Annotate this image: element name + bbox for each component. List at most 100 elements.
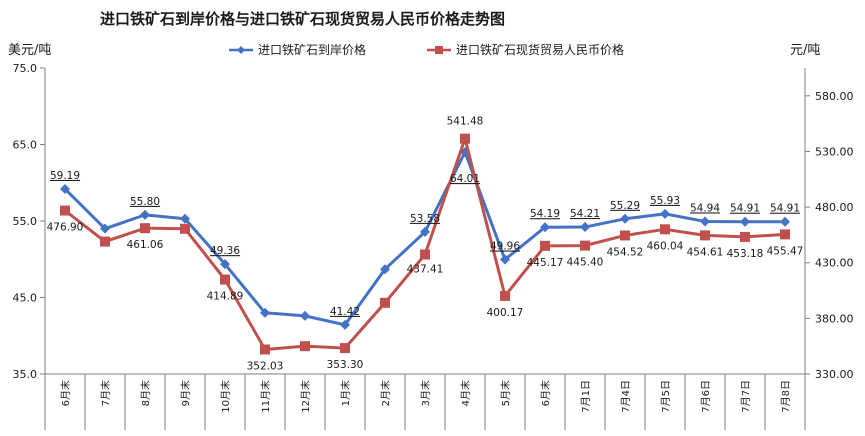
axes (44, 68, 806, 430)
data-label-cif: 41.42 (330, 306, 360, 318)
point-diamond (700, 216, 710, 227)
data-label-rmb: 476.90 (47, 222, 84, 234)
point-diamond (140, 209, 150, 220)
point-square (500, 290, 510, 301)
data-label-rmb: 455.47 (767, 245, 804, 257)
data-label-rmb: 461.06 (127, 239, 164, 251)
category-label: 2月末 (379, 380, 392, 406)
data-label-rmb: 400.17 (487, 307, 524, 319)
series-group (60, 133, 790, 355)
point-diamond (380, 264, 390, 275)
point-diamond (180, 213, 190, 224)
left-tick-label: 65.0 (13, 139, 38, 152)
data-label-rmb: 353.30 (327, 359, 364, 371)
data-label-rmb: 541.48 (447, 116, 484, 128)
data-label-cif: 54.21 (570, 208, 600, 220)
point-diamond (620, 213, 630, 224)
legend-marker-cif (237, 46, 245, 54)
chart-title: 进口铁矿石到岸价格与进口铁矿石现货贸易人民币价格走势图 (100, 10, 505, 28)
left-tick-label: 75.0 (13, 62, 38, 75)
right-tick-label: 330.00 (815, 368, 854, 381)
data-label-cif: 54.91 (730, 203, 760, 215)
data-label-cif: 54.19 (530, 208, 560, 220)
category-label: 3月末 (419, 380, 432, 406)
category-label: 7月7日 (740, 380, 752, 413)
data-label-rmb: 352.03 (247, 360, 284, 372)
category-label: 7月4日 (620, 380, 632, 413)
data-label-cif: 54.94 (690, 202, 720, 214)
right-tick-label: 480.00 (815, 201, 854, 214)
point-square (580, 240, 590, 251)
legend-label-rmb: 进口铁矿石现货贸易人民币价格 (456, 42, 624, 57)
category-label: 1月末 (339, 380, 352, 406)
left-tick-label: 45.0 (13, 292, 38, 305)
category-label: 10月末 (219, 380, 232, 413)
point-diamond (340, 319, 350, 330)
data-label-rmb: 437.41 (407, 263, 444, 275)
point-square (420, 249, 430, 260)
point-square (340, 343, 350, 354)
legend-marker-rmb (435, 46, 443, 54)
category-label: 6月末 (539, 380, 552, 406)
point-square (460, 133, 470, 144)
left-tick-label: 55.0 (13, 215, 38, 228)
point-square (140, 223, 150, 234)
left-tick-label: 35.0 (13, 368, 38, 381)
right-tick-label: 430.00 (815, 257, 854, 270)
data-label-cif: 54.91 (770, 203, 800, 215)
point-diamond (660, 208, 670, 219)
category-label: 5月末 (499, 380, 512, 406)
data-labels: 59.19 55.80 49.36 41.42 53.58 64.01 49.96 54.19… (47, 116, 804, 373)
point-square (100, 236, 110, 247)
data-label-cif: 64.01 (450, 173, 480, 185)
point-square (780, 229, 790, 240)
category-label: 7月末 (99, 380, 112, 406)
point-diamond (100, 223, 110, 234)
left-axis-unit: 美元/吨 (8, 43, 51, 58)
right-axis-ticks: 330.00 380.00 430.00 480.00 530.00 580.00 (805, 90, 854, 381)
legend: 进口铁矿石到岸价格 进口铁矿石现货贸易人民币价格 (229, 42, 624, 57)
data-label-rmb: 414.89 (207, 291, 244, 303)
category-label: 7月5日 (660, 380, 672, 413)
point-square (620, 230, 630, 241)
data-label-rmb: 453.18 (727, 248, 764, 260)
point-diamond (260, 307, 270, 318)
category-label: 12月末 (299, 380, 312, 413)
category-label: 8月末 (139, 380, 152, 406)
category-label: 7月1日 (580, 380, 592, 413)
category-label: 7月8日 (780, 380, 792, 413)
point-diamond (420, 226, 430, 237)
point-diamond (220, 259, 230, 270)
point-square (700, 230, 710, 241)
left-axis-ticks: 35.0 45.0 55.0 65.0 75.0 (13, 62, 45, 381)
point-square (300, 341, 310, 352)
legend-label-cif: 进口铁矿石到岸价格 (258, 42, 366, 57)
point-diamond (780, 216, 790, 227)
point-diamond (60, 183, 70, 194)
point-diamond (540, 222, 550, 233)
data-label-cif: 55.93 (650, 195, 680, 207)
category-label: 6月末 (59, 380, 72, 406)
point-diamond (300, 310, 310, 321)
data-label-rmb: 454.52 (607, 246, 644, 258)
data-label-cif: 49.36 (210, 245, 240, 257)
point-square (380, 297, 390, 308)
point-diamond (580, 222, 590, 233)
point-square (220, 274, 230, 285)
right-tick-label: 380.00 (815, 312, 854, 325)
data-label-rmb: 454.61 (687, 246, 724, 258)
right-tick-label: 580.00 (815, 90, 854, 103)
data-label-cif: 49.96 (490, 241, 520, 253)
point-square (660, 224, 670, 235)
data-label-cif: 55.29 (610, 200, 640, 212)
data-label-rmb: 460.04 (647, 240, 684, 252)
category-label: 9月末 (179, 380, 192, 406)
point-diamond (740, 216, 750, 227)
right-axis-unit: 元/吨 (790, 43, 820, 58)
category-label: 11月末 (259, 380, 272, 413)
point-square (740, 231, 750, 242)
data-label-cif: 59.19 (50, 170, 80, 182)
data-label-rmb: 445.17 (527, 257, 564, 269)
data-label-cif: 55.80 (130, 196, 160, 208)
